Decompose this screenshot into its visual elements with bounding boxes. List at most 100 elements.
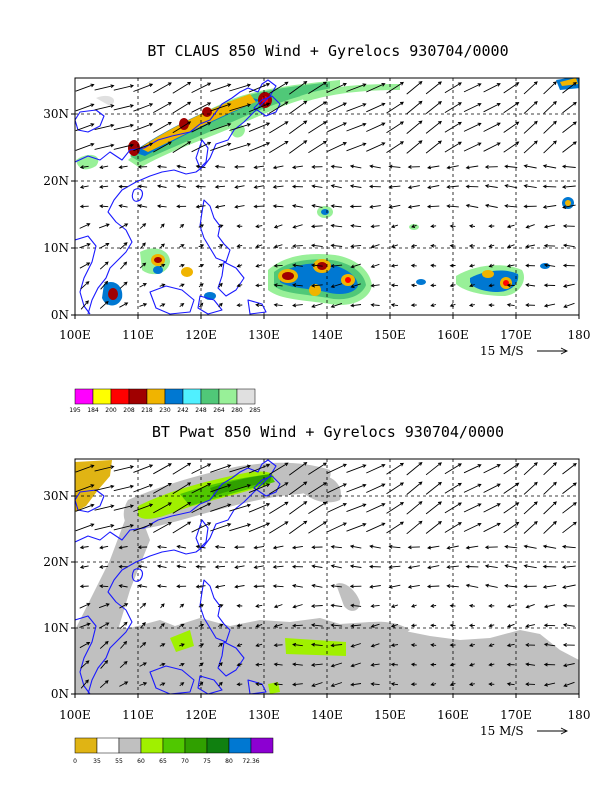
wind-arrow	[562, 623, 575, 627]
wind-arrow	[407, 204, 420, 209]
wind-arrow	[346, 503, 367, 513]
wind-arrow	[430, 623, 437, 628]
lat-tick-label: 20N	[43, 174, 69, 188]
wind-arrow	[253, 165, 265, 170]
wind-arrow	[292, 224, 303, 229]
wind-arrow	[523, 204, 537, 209]
wind-arrow	[330, 184, 342, 189]
wind-arrow	[292, 662, 303, 667]
wind-arrow	[346, 464, 367, 473]
wind-arrow	[562, 521, 577, 534]
lon-tick-label: 110E	[122, 708, 154, 722]
wind-arrow	[562, 121, 577, 133]
wind-arrow	[229, 142, 251, 151]
wind-arrow	[133, 103, 154, 112]
wind-arrow	[99, 680, 109, 689]
wind-arrow	[236, 224, 243, 229]
wind-arrow	[308, 521, 327, 534]
wind-arrow	[542, 164, 557, 169]
wind-arrow	[349, 544, 362, 549]
wind-arrow	[542, 544, 557, 549]
wind-arrow	[75, 103, 95, 112]
wind-arrow	[370, 303, 380, 307]
wind-arrow	[198, 224, 205, 228]
wind-arrow	[370, 244, 380, 249]
wind-arrow	[410, 263, 417, 268]
lon-tick-label: 120E	[185, 328, 217, 342]
wind-arrow	[120, 640, 128, 649]
wind-arrow	[210, 142, 232, 152]
wind-arrow	[543, 224, 556, 229]
wind-arrow	[156, 544, 167, 549]
wind-arrow	[406, 520, 423, 535]
panel-claus: BT CLAUS 850 Wind + Gyrelocs 930704/0000	[43, 42, 590, 414]
lat-tick-label: 20N	[43, 555, 69, 569]
wind-arrow	[214, 565, 226, 569]
wind-arrow	[273, 682, 283, 686]
wind-arrow	[139, 223, 147, 229]
wind-arrow	[253, 204, 265, 209]
wind-arrow	[366, 522, 386, 533]
wind-arrow	[311, 583, 323, 588]
wind-arrow	[366, 503, 386, 513]
lon-tick-label: 180	[568, 328, 591, 342]
wind-arrow	[79, 584, 89, 589]
wind-arrow	[79, 565, 89, 569]
wind-arrow	[523, 501, 538, 515]
wind-arrow	[468, 224, 475, 229]
wind-arrow	[543, 283, 556, 288]
wind-arrow	[191, 122, 212, 133]
colorbar-label: 242	[177, 407, 189, 414]
wind-arrow	[272, 204, 284, 209]
wind-arrow	[248, 502, 271, 513]
wind-arrow	[118, 584, 128, 588]
lon-tick-label: 140E	[311, 328, 343, 342]
colorbar-label: 72.36	[242, 758, 259, 765]
wind-arrow	[179, 662, 185, 667]
wind-arrow	[483, 522, 501, 533]
wind-arrow	[210, 103, 232, 112]
wind-arrow	[229, 503, 251, 512]
wind-arrow	[272, 184, 284, 189]
wind-arrow	[273, 224, 283, 229]
wind-arrow	[468, 623, 475, 628]
wind-arrow	[273, 623, 283, 628]
wind-arrow	[523, 81, 538, 95]
wind-arrow	[308, 501, 327, 514]
wind-arrow	[100, 659, 109, 669]
wind-arrow	[198, 263, 205, 268]
wind-arrow	[119, 681, 129, 687]
wind-arrow	[346, 103, 367, 112]
wind-arrow	[289, 461, 308, 476]
wind-arrow	[562, 603, 575, 608]
wind-arrow	[79, 204, 89, 209]
wind-arrow	[133, 464, 154, 473]
wind-arrow	[229, 484, 251, 492]
wind-arrow	[113, 504, 135, 511]
wind-arrow	[446, 165, 459, 170]
wind-arrow	[525, 623, 535, 628]
wind-arrow	[407, 165, 420, 169]
wind-arrow	[503, 101, 520, 114]
wind-arrow	[172, 81, 192, 94]
wind-arrow	[350, 223, 362, 228]
wind-arrow	[153, 482, 172, 494]
colorbar-label: 218	[141, 407, 153, 414]
colorbar-label: 285	[249, 407, 261, 414]
wind-arrow	[153, 82, 172, 94]
wind-arrow	[523, 520, 538, 534]
wind-arrow	[236, 643, 243, 647]
wind-arrow	[330, 564, 342, 569]
wind-arrow	[430, 263, 437, 268]
wind-arrow	[153, 463, 172, 475]
wind-arrow	[272, 584, 284, 588]
wind-arrow	[195, 184, 206, 189]
wind-arrow	[139, 641, 147, 648]
wind-arrow	[113, 104, 135, 111]
wind-arrow	[159, 243, 165, 249]
wind-arrow	[289, 501, 308, 515]
wind-arrow	[563, 302, 575, 308]
wind-arrow	[411, 224, 417, 228]
wind-arrow	[562, 101, 577, 114]
